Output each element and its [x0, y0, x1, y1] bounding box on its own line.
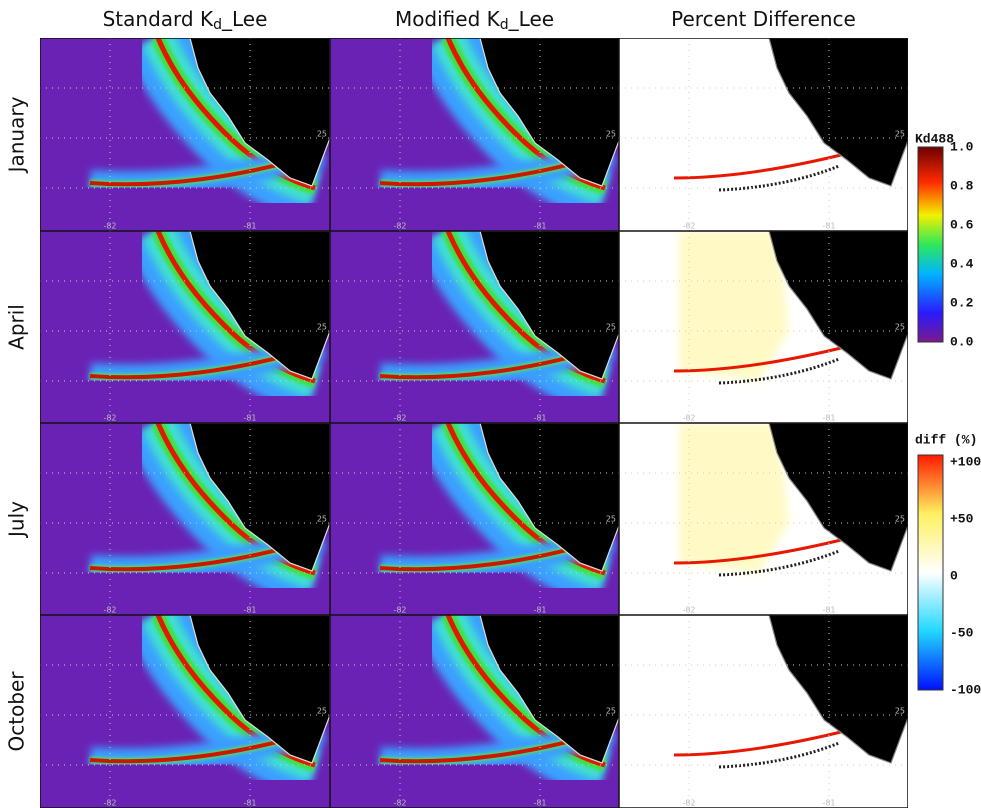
- lat-label: 25: [895, 707, 905, 716]
- map-panel: -82 -81 25: [330, 231, 620, 424]
- lat-label: 25: [317, 707, 327, 716]
- colorbar-label: 0.8: [950, 178, 974, 193]
- lon-label: -81: [533, 414, 546, 423]
- lon-label: -82: [682, 222, 695, 231]
- lon-label: -82: [393, 606, 406, 615]
- diff-colorbar: [918, 455, 943, 690]
- map-panel: -82 -81 25: [619, 615, 909, 808]
- map-panel: -82 -81 25: [40, 615, 330, 808]
- colorbar-label: 0.6: [950, 217, 974, 232]
- colorbar-title: diff (%): [915, 432, 977, 447]
- lon-label: -82: [682, 799, 695, 808]
- lat-label: 25: [895, 323, 905, 332]
- colorbar-label: 0: [950, 568, 958, 583]
- row-label: July: [5, 501, 29, 539]
- colorbar-label: 0.2: [950, 295, 974, 310]
- colorbar-label: -100: [950, 682, 981, 697]
- lon-label: -81: [243, 414, 256, 423]
- lat-label: 25: [317, 130, 327, 139]
- header-part: _Lee: [221, 7, 267, 31]
- figure-canvas: Standard Kd_LeeModified Kd_LeePercent Di…: [0, 0, 981, 808]
- map-panel: -82 -81 25: [330, 615, 620, 808]
- colorbar-label: 1.0: [950, 139, 974, 154]
- lon-label: -81: [533, 606, 546, 615]
- lon-label: -81: [533, 222, 546, 231]
- lon-label: -81: [822, 414, 835, 423]
- colorbar-label: 0.4: [950, 256, 974, 271]
- colorbar-label: +50: [950, 511, 974, 526]
- lon-label: -82: [682, 414, 695, 423]
- header-part: d: [500, 17, 509, 33]
- kd-colorbar: [918, 147, 943, 342]
- lon-label: -82: [393, 799, 406, 808]
- lat-label: 25: [606, 515, 616, 524]
- lat-label: 25: [317, 515, 327, 524]
- header-part: _Lee: [508, 7, 554, 31]
- map-panel: -82 -81 25: [40, 38, 330, 231]
- map-panel: -82 -81 25: [40, 423, 330, 616]
- lat-label: 25: [317, 323, 327, 332]
- map-panel: -82 -81 25: [619, 423, 909, 615]
- lon-label: -82: [393, 222, 406, 231]
- column-header: Modified Kd_Lee: [395, 7, 554, 34]
- lat-label: 25: [606, 130, 616, 139]
- colorbar-label: -50: [950, 625, 974, 640]
- lon-label: -82: [103, 222, 116, 231]
- figure: Standard Kd_LeeModified Kd_LeePercent Di…: [0, 0, 981, 808]
- map-panel: -82 -81 25: [330, 38, 620, 231]
- lat-label: 25: [895, 130, 905, 139]
- lon-label: -82: [682, 606, 695, 615]
- lat-label: 25: [895, 515, 905, 524]
- lon-label: -81: [822, 222, 835, 231]
- lon-label: -82: [393, 414, 406, 423]
- lat-label: 25: [606, 323, 616, 332]
- header-part: Standard K: [103, 7, 214, 31]
- diff-yellow: [679, 231, 789, 381]
- map-panel: -82 -81 25: [330, 423, 620, 616]
- map-panel: -82 -81 25: [40, 231, 330, 424]
- row-label: April: [5, 304, 29, 350]
- map-panel: -82 -81 25: [619, 38, 909, 231]
- header-part: Modified K: [395, 7, 501, 31]
- colorbar-label: +100: [950, 454, 981, 469]
- lon-label: -81: [822, 606, 835, 615]
- row-label: October: [5, 671, 29, 752]
- colorbar-label: 0.0: [950, 334, 974, 349]
- lon-label: -82: [103, 799, 116, 808]
- header-part: d: [213, 17, 222, 33]
- lon-label: -82: [103, 606, 116, 615]
- column-header: Standard Kd_Lee: [103, 7, 268, 34]
- diff-yellow: [679, 423, 789, 573]
- map-panel: -82 -81 25: [619, 231, 909, 423]
- lon-label: -81: [822, 799, 835, 808]
- lon-label: -81: [243, 222, 256, 231]
- lon-label: -82: [103, 414, 116, 423]
- lon-label: -81: [243, 606, 256, 615]
- header-part: Percent Difference: [671, 7, 856, 31]
- row-label: January: [5, 96, 29, 174]
- colorbar-title: Kd488: [915, 131, 954, 146]
- lon-label: -81: [533, 799, 546, 808]
- lon-label: -81: [243, 799, 256, 808]
- column-header: Percent Difference: [671, 7, 856, 31]
- lat-label: 25: [606, 707, 616, 716]
